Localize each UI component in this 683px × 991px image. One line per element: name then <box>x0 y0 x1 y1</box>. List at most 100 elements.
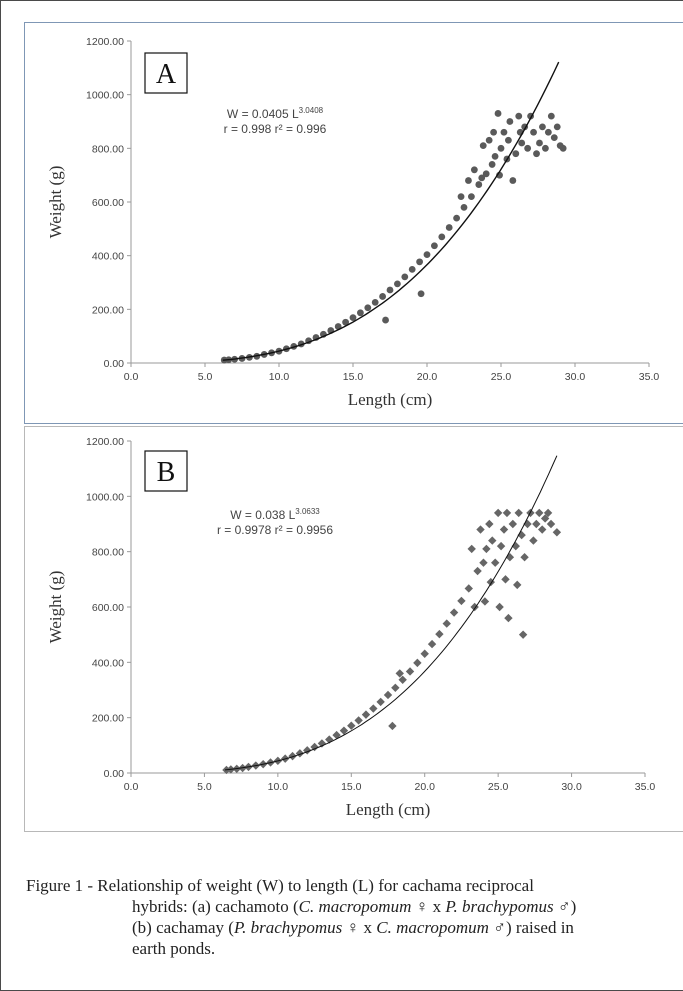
data-point <box>457 193 465 201</box>
data-point <box>394 280 401 288</box>
fit-curve <box>224 455 558 771</box>
data-point <box>501 575 510 584</box>
equation-stats: r = 0.9978 r² = 0.9956 <box>217 523 333 537</box>
chart-b: 0.00 200.00 400.00 600.00 800.00 1000.00 1200.… <box>46 436 655 819</box>
data-point <box>416 258 423 266</box>
data-point <box>420 649 429 658</box>
data-point <box>546 519 556 529</box>
chart-a: 0.00 200.00 400.00 600.00 800.00 1000.00 1200.… <box>46 36 660 409</box>
y-tick-label: 400.00 <box>92 251 124 263</box>
x-tick-label: 25.0 <box>488 781 509 793</box>
x-axis-label: Length (cm) <box>348 390 433 409</box>
x-tick-label: 5.0 <box>198 371 213 383</box>
data-point <box>460 203 468 211</box>
data-point <box>513 580 522 590</box>
data-point <box>473 566 482 576</box>
data-point <box>536 139 543 147</box>
data-point <box>535 508 544 518</box>
data-point <box>543 508 553 518</box>
chart-panel-b: 0.00 200.00 400.00 600.00 800.00 1000.00 1200.… <box>24 426 683 832</box>
y-tick-label: 1200.00 <box>86 436 124 448</box>
data-point <box>506 118 514 125</box>
equation-base: W = 0.038 L <box>230 508 295 522</box>
data-point <box>442 619 451 628</box>
x-tick-label: 0.0 <box>124 781 139 793</box>
x-tick-label: 10.0 <box>268 781 289 793</box>
data-point <box>476 525 485 534</box>
data-point <box>465 177 472 184</box>
data-point <box>467 544 476 554</box>
x-tick-label: 30.0 <box>565 371 586 383</box>
data-point <box>485 136 493 144</box>
data-points <box>222 508 562 775</box>
data-point <box>540 514 550 523</box>
data-point <box>488 161 496 168</box>
equation-base: W = 0.0405 L <box>227 107 299 121</box>
data-point <box>509 177 517 184</box>
figure-caption: Figure 1 - Relationship of weight (W) to… <box>26 875 676 959</box>
data-point <box>438 233 446 241</box>
data-point <box>413 658 422 668</box>
y-tick-label: 600.00 <box>92 197 124 209</box>
y-tick-label: 800.00 <box>92 143 124 155</box>
data-point <box>482 170 490 178</box>
data-point <box>505 136 512 144</box>
data-point <box>553 123 561 131</box>
data-point <box>482 544 491 554</box>
data-point <box>445 224 453 231</box>
data-point <box>485 519 494 529</box>
data-point <box>478 174 486 182</box>
y-tick-label: 200.00 <box>92 304 124 316</box>
equation-stats: r = 0.998 r² = 0.996 <box>224 122 327 136</box>
data-point <box>464 584 473 593</box>
data-point <box>470 166 478 174</box>
data-point <box>508 519 518 529</box>
data-point <box>493 508 503 518</box>
data-point <box>552 528 562 537</box>
data-point <box>479 142 487 150</box>
caption-text: ♀ x <box>411 897 446 916</box>
data-point <box>364 304 372 312</box>
data-point <box>379 293 386 300</box>
panel-label-box <box>144 52 188 94</box>
caption-text: (b) cachamay ( <box>132 918 234 937</box>
data-point <box>457 596 466 606</box>
y-tick-label: 200.00 <box>92 713 124 725</box>
x-tick-label: 0.0 <box>124 371 139 383</box>
data-point <box>514 508 523 518</box>
equation-text: W = 0.0405 L3.0408 <box>227 106 324 121</box>
y-tick-label: 400.00 <box>92 657 124 669</box>
data-point <box>383 690 393 700</box>
y-tick-label: 1000.00 <box>86 491 124 503</box>
caption-text: hybrids: (a) cachamoto ( <box>132 897 299 916</box>
caption-species: C. macropomum <box>298 897 412 916</box>
caption-line-3: (b) cachamay (P. brachypomus ♀ x C. macr… <box>26 917 676 938</box>
data-point <box>479 558 488 567</box>
data-point <box>515 112 523 120</box>
y-tick-label: 600.00 <box>92 602 124 614</box>
data-point <box>502 508 512 518</box>
data-point <box>533 150 540 158</box>
x-tick-label: 20.0 <box>414 781 435 793</box>
data-point <box>539 123 546 131</box>
data-point <box>518 630 528 639</box>
x-axis-label: Length (cm) <box>346 800 431 819</box>
panel-label-box <box>144 450 188 492</box>
data-point <box>423 251 431 258</box>
y-tick-label: 1000.00 <box>86 90 124 102</box>
data-point <box>342 318 349 326</box>
data-point <box>520 553 529 562</box>
data-point <box>542 144 549 152</box>
data-point <box>468 193 475 201</box>
data-point <box>357 309 364 317</box>
x-tick-label: 35.0 <box>639 371 660 383</box>
equation-exponent: 3.0633 <box>295 507 320 516</box>
data-point <box>371 298 379 306</box>
panel-label: A <box>156 59 177 90</box>
x-tick-label: 10.0 <box>269 371 290 383</box>
data-point <box>325 735 334 744</box>
data-point <box>550 134 558 141</box>
data-point <box>431 242 438 250</box>
fit-curve <box>222 61 560 361</box>
equation-text: W = 0.038 L3.0633 <box>230 507 320 522</box>
